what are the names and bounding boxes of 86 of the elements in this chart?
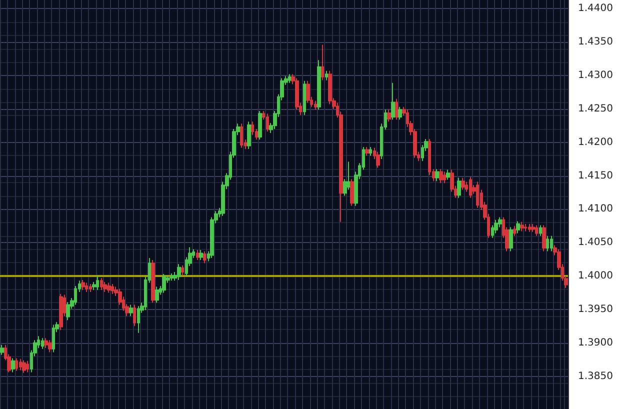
candlestick — [96, 274, 99, 291]
candlestick — [81, 280, 85, 291]
candlestick — [328, 70, 332, 105]
candlestick — [11, 358, 15, 373]
candlestick — [443, 171, 446, 184]
candlestick — [162, 274, 166, 294]
candlestick — [66, 302, 70, 321]
candlestick — [22, 360, 26, 374]
candlestick — [240, 123, 243, 148]
y-tick-label: 1.3850 — [578, 370, 613, 382]
candlestick — [19, 358, 22, 371]
candlestick — [494, 219, 498, 234]
candlestick — [476, 181, 479, 208]
candlestick — [509, 226, 513, 252]
candlestick — [155, 286, 159, 304]
candlestick — [44, 338, 48, 349]
candlestick — [535, 224, 538, 236]
y-tick-label: 1.4400 — [578, 3, 613, 14]
candlestick — [0, 344, 4, 356]
candlestick — [546, 235, 549, 252]
candlestick — [107, 282, 111, 294]
candlestick — [41, 338, 44, 350]
y-tick-label: 1.4100 — [578, 204, 613, 215]
candlestick — [137, 306, 140, 334]
candlestick — [59, 294, 63, 331]
candlestick — [369, 146, 372, 156]
candlestick — [317, 60, 321, 110]
candlestick — [258, 110, 262, 140]
candlestick — [550, 235, 553, 252]
candlestick — [89, 284, 92, 293]
candlestick — [439, 168, 443, 184]
candlestick — [306, 80, 310, 104]
candlestick — [542, 224, 546, 252]
candlestick — [170, 272, 173, 282]
candlestick — [391, 82, 395, 120]
candlestick — [196, 249, 199, 260]
candlestick — [181, 264, 184, 276]
candlestick — [15, 358, 18, 372]
candlestick — [528, 223, 531, 232]
candlestick — [435, 168, 439, 182]
candlestick — [325, 70, 328, 81]
candlestick — [469, 176, 472, 198]
candlestick — [457, 177, 461, 198]
y-tick-label: 1.4250 — [578, 103, 613, 114]
y-tick-label: 1.4200 — [578, 136, 613, 148]
candlestick — [199, 249, 203, 260]
y-tick-label: 1.4300 — [578, 70, 613, 82]
candlestick — [48, 340, 52, 353]
candlestick — [516, 220, 520, 234]
candlestick — [524, 223, 527, 232]
candlestick — [303, 80, 306, 116]
candlestick — [446, 169, 450, 180]
candlestick — [151, 259, 155, 304]
candlestick — [350, 178, 354, 206]
y-tick-label: 1.4000 — [578, 270, 613, 282]
candlestick — [103, 282, 107, 293]
candlestick — [251, 121, 254, 136]
y-tick-label: 1.4150 — [578, 170, 613, 182]
candlestick — [85, 282, 88, 293]
candlestick — [129, 304, 133, 317]
candlestick — [539, 224, 542, 236]
candlestick — [288, 74, 291, 84]
y-tick-label: 1.4050 — [578, 237, 613, 248]
y-tick-label: 1.3900 — [578, 337, 613, 348]
candlestick — [376, 151, 380, 168]
candlestick — [531, 223, 535, 232]
candlestick — [111, 284, 114, 295]
candlestick — [321, 44, 324, 81]
y-tick-label: 1.4350 — [578, 36, 613, 48]
candlestick — [513, 225, 516, 236]
candlestick — [203, 250, 206, 264]
candlestick — [365, 146, 369, 156]
candlestick — [398, 106, 402, 120]
y-tick-label: 1.3950 — [578, 304, 613, 315]
candlestick — [314, 100, 317, 110]
candlestick — [133, 304, 136, 327]
candlestick — [26, 360, 29, 373]
candlestick — [395, 98, 398, 120]
candlestick — [52, 324, 55, 353]
candlestick — [100, 278, 103, 291]
candlestick — [387, 109, 391, 122]
candlestick — [461, 177, 465, 190]
candlestick — [520, 221, 524, 232]
candlestick — [247, 121, 251, 150]
candlestick — [266, 113, 269, 132]
candlestick — [177, 263, 181, 281]
